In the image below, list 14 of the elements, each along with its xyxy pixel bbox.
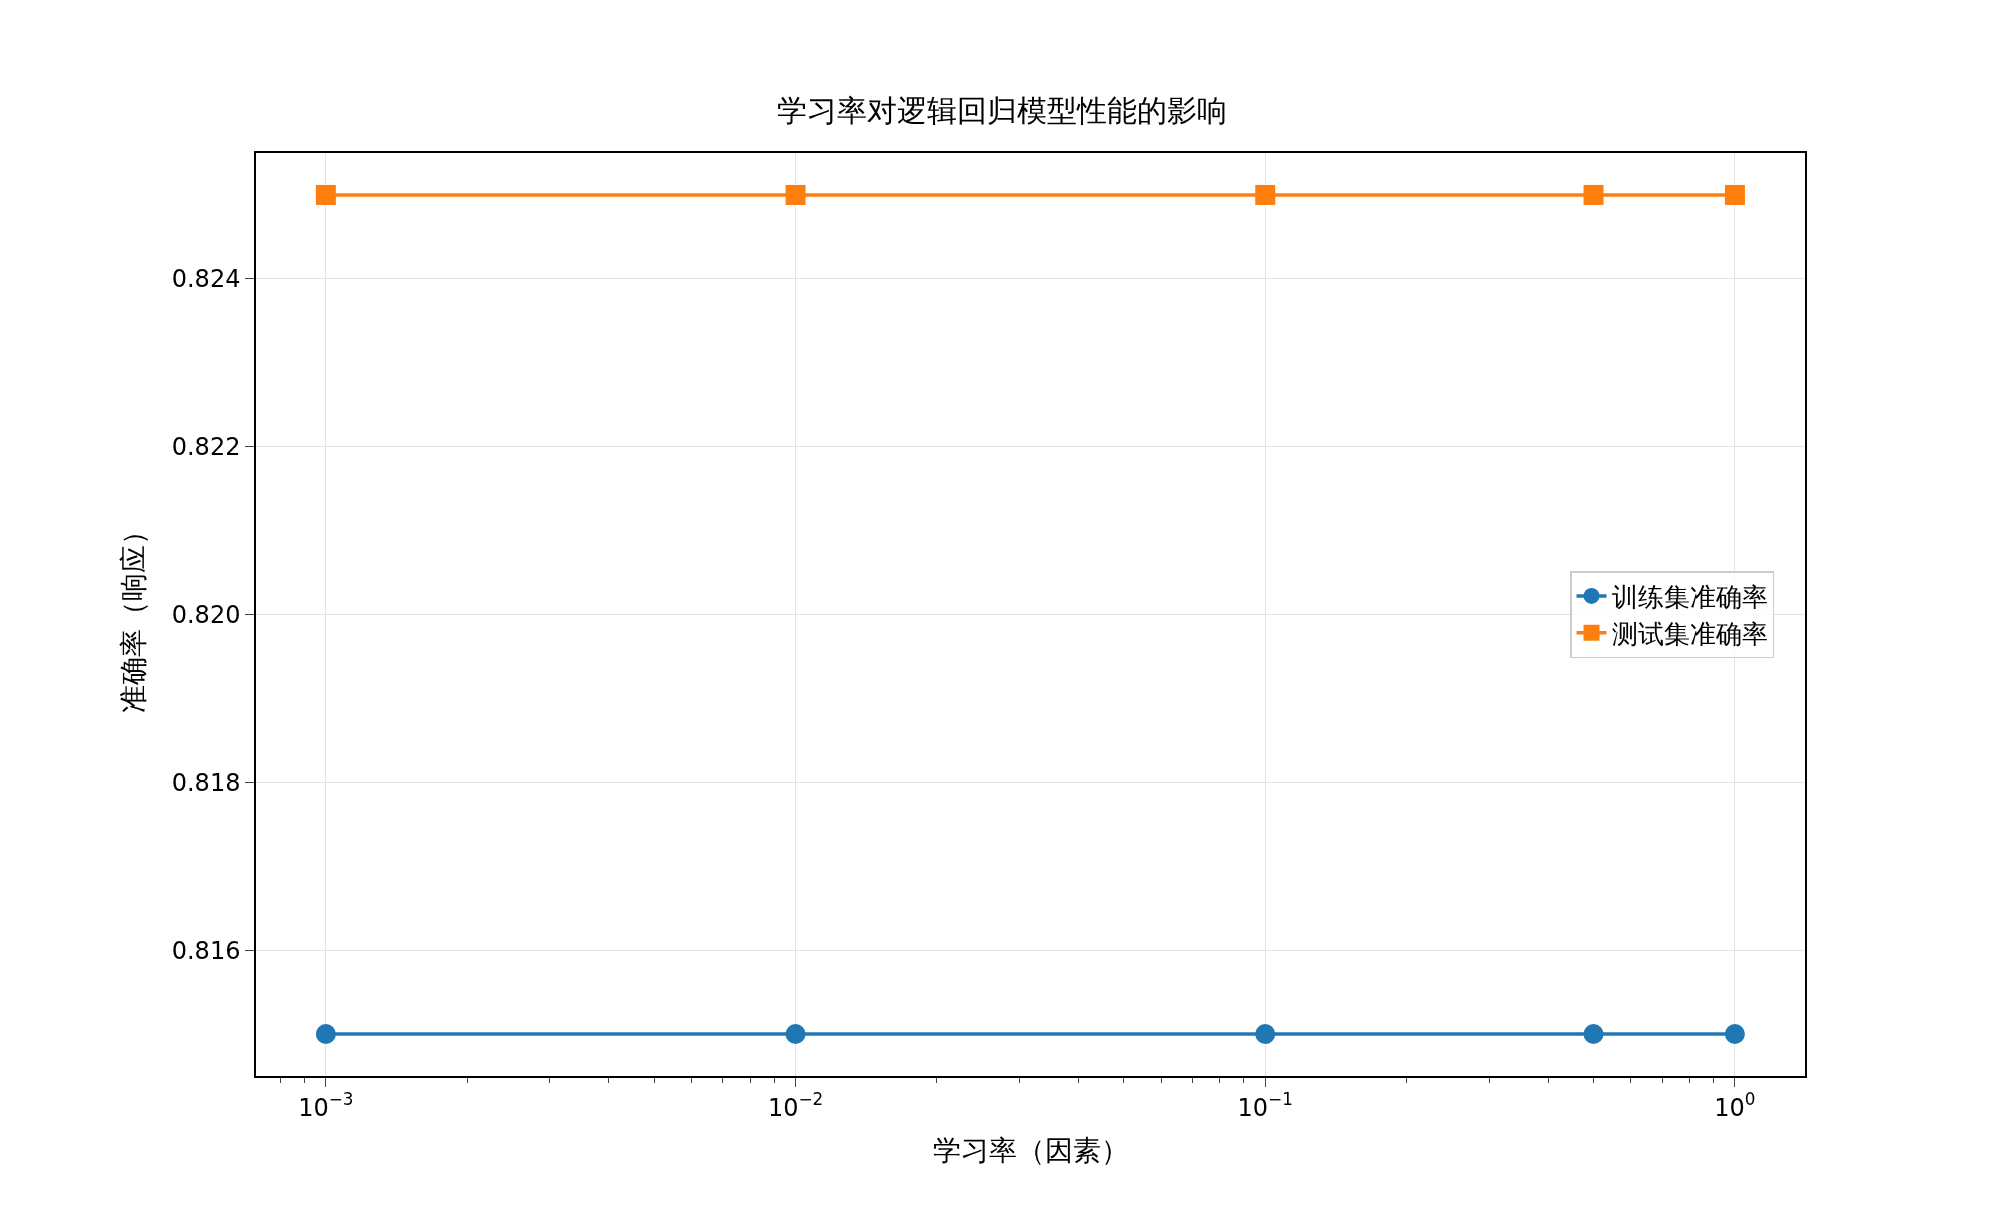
y-tick-label: 0.822 — [171, 433, 241, 462]
y-tick-label: 0.816 — [171, 936, 241, 965]
chart-title: 学习率对逻辑回归模型性能的影响 — [777, 92, 1227, 128]
y-axis-title: 准确率（响应） — [116, 516, 150, 713]
y-tick-label: 0.820 — [171, 600, 241, 629]
x-tick-label: 10$^{−3}$ — [298, 1089, 354, 1122]
x-tick-label: 10$^{−1}$ — [1237, 1089, 1293, 1122]
x-tick-label: 10$^{−2}$ — [767, 1089, 824, 1122]
y-tick-label: 0.818 — [171, 768, 241, 797]
y-tick-label: 0.824 — [171, 265, 241, 294]
legend-label: 训练集准确率 — [1611, 582, 1768, 613]
x-axis-title: 学习率（因素） — [932, 1134, 1129, 1168]
x-tick-label: 10$^{0}$ — [1714, 1089, 1756, 1122]
legend-label: 测试集准确率 — [1611, 618, 1768, 649]
